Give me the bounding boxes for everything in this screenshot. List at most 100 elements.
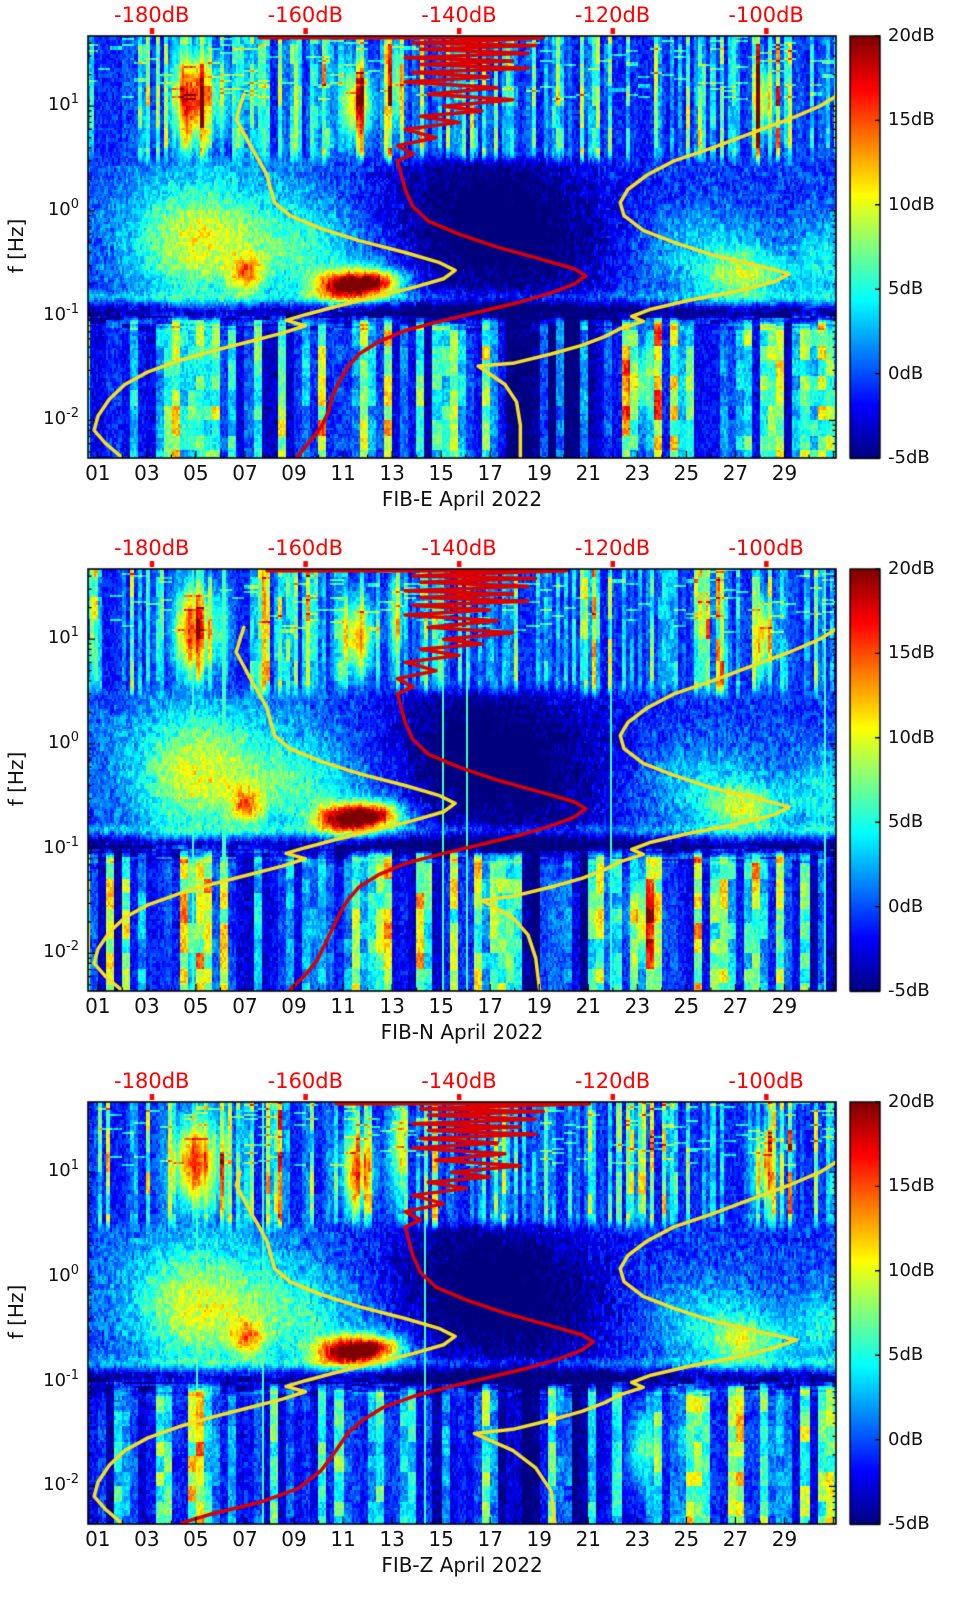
x-tick-label: 21: [575, 994, 602, 1018]
top-axis-tick-label: -180dB: [114, 536, 190, 560]
x-tick-label: 03: [134, 1527, 160, 1551]
colorbar-tick-label: 0dB: [888, 895, 924, 917]
x-tick-label: 23: [624, 994, 651, 1018]
y-tick-label: 10-1: [43, 834, 79, 858]
x-tick-label: 05: [183, 461, 209, 485]
x-tick-label: 19: [526, 461, 552, 485]
y-tick-label: 10-2: [43, 406, 79, 430]
x-tick-label: 15: [428, 994, 454, 1018]
x-tick-label: 05: [183, 994, 209, 1018]
x-tick-label: 25: [673, 461, 700, 485]
x-tick-label: 13: [379, 1527, 405, 1551]
x-tick-label: 19: [526, 1527, 552, 1551]
x-tick-label: 27: [722, 461, 749, 485]
top-axis-tick-label: -160dB: [267, 536, 344, 560]
x-tick-label: 09: [281, 1527, 307, 1551]
colorbar-tick-label: 15dB: [888, 109, 935, 131]
x-tick-label: 15: [428, 461, 454, 485]
top-axis-tick-label: -100dB: [728, 3, 804, 27]
colorbar-tick-label: 5dB: [888, 1344, 924, 1366]
top-axis-tick-label: -120dB: [574, 1069, 651, 1093]
spectrogram-panel-fib-z: f [Hz] FIB-Z April 2022 -180dB -160dB -140…: [0, 1066, 962, 1599]
colorbar-tick-label: 15dB: [888, 1175, 935, 1197]
x-tick-label: 27: [722, 994, 749, 1018]
x-axis-title: FIB-E April 2022: [381, 487, 543, 511]
x-tick-label: 29: [771, 994, 798, 1018]
colorbar-tick-label: 20dB: [888, 1091, 935, 1112]
top-axis-tick-label: -140dB: [421, 3, 497, 27]
top-axis-tick-label: -140dB: [421, 536, 497, 560]
top-axis-tick-label: -120dB: [574, 3, 651, 27]
top-axis-tick-label: -100dB: [728, 1069, 804, 1093]
colorbar-tick-label: 5dB: [888, 278, 924, 300]
x-tick-label: 23: [624, 461, 651, 485]
colorbar-tick-label: 10dB: [888, 1259, 935, 1281]
y-tick-label: 100: [47, 196, 79, 220]
x-tick-label: 03: [134, 461, 160, 485]
y-tick-label: 101: [47, 625, 79, 649]
y-tick-label: 10-2: [43, 939, 79, 963]
x-tick-label: 13: [379, 994, 405, 1018]
y-tick-label: 10-2: [43, 1472, 79, 1496]
x-tick-label: 01: [85, 1527, 111, 1551]
x-tick-label: 09: [281, 994, 307, 1018]
colorbar-tick-label: 15dB: [888, 642, 935, 664]
colorbar-tick-label: 5dB: [888, 811, 924, 833]
colorbar-tick-label: 10dB: [888, 193, 935, 215]
y-tick-label: 100: [47, 729, 79, 753]
colorbar-tick-label: 20dB: [888, 558, 935, 579]
x-tick-label: 25: [673, 1527, 700, 1551]
x-tick-label: 09: [281, 461, 307, 485]
colorbar-tick-label: 20dB: [888, 25, 935, 46]
x-tick-label: 17: [477, 1527, 503, 1551]
x-tick-label: 11: [330, 994, 356, 1018]
x-tick-label: 13: [379, 461, 405, 485]
y-tick-label: 101: [47, 1158, 79, 1182]
x-tick-label: 11: [330, 1527, 356, 1551]
y-tick-label: 10-1: [43, 1367, 79, 1391]
x-axis-title: FIB-Z April 2022: [381, 1553, 543, 1577]
colorbar-tick-label: -5dB: [888, 447, 930, 468]
top-axis-tick-label: -120dB: [574, 536, 651, 560]
x-tick-label: 15: [428, 1527, 454, 1551]
top-axis-tick-label: -160dB: [267, 3, 344, 27]
y-tick-label: 10-1: [43, 301, 79, 325]
x-tick-label: 25: [673, 994, 700, 1018]
x-tick-label: 07: [232, 461, 258, 485]
colorbar-tick-label: 0dB: [888, 362, 924, 384]
x-tick-label: 17: [477, 994, 503, 1018]
spectrogram-canvas-fib-e: [0, 0, 962, 533]
x-tick-label: 29: [771, 1527, 798, 1551]
colorbar-tick-label: -5dB: [888, 1513, 930, 1534]
x-axis-title: FIB-N April 2022: [380, 1020, 544, 1044]
spectrogram-canvas-fib-z: [0, 1066, 962, 1599]
x-tick-label: 07: [232, 994, 258, 1018]
top-axis-tick-label: -180dB: [114, 3, 190, 27]
x-tick-label: 21: [575, 461, 602, 485]
spectrogram-canvas-fib-n: [0, 533, 962, 1066]
colorbar-tick-label: -5dB: [888, 980, 930, 1001]
colorbar-tick-label: 0dB: [888, 1428, 924, 1450]
x-tick-label: 17: [477, 461, 503, 485]
x-tick-label: 29: [771, 461, 798, 485]
colorbar-tick-label: 10dB: [888, 726, 935, 748]
x-tick-label: 03: [134, 994, 160, 1018]
x-tick-label: 27: [722, 1527, 749, 1551]
x-tick-label: 11: [330, 461, 356, 485]
top-axis-tick-label: -140dB: [421, 1069, 497, 1093]
top-axis-tick-label: -100dB: [728, 536, 804, 560]
spectrogram-panel-fib-e: f [Hz] FIB-E April 2022 -180dB -160dB -140…: [0, 0, 962, 533]
y-tick-label: 101: [47, 92, 79, 116]
spectrogram-panel-fib-n: f [Hz] FIB-N April 2022 -180dB -160dB -140…: [0, 533, 962, 1066]
x-tick-label: 07: [232, 1527, 258, 1551]
y-tick-label: 100: [47, 1262, 79, 1286]
x-tick-label: 01: [85, 461, 111, 485]
x-tick-label: 23: [624, 1527, 651, 1551]
x-tick-label: 01: [85, 994, 111, 1018]
top-axis-tick-label: -180dB: [114, 1069, 190, 1093]
top-axis-tick-label: -160dB: [267, 1069, 344, 1093]
x-tick-label: 05: [183, 1527, 209, 1551]
x-tick-label: 19: [526, 994, 552, 1018]
x-tick-label: 21: [575, 1527, 602, 1551]
